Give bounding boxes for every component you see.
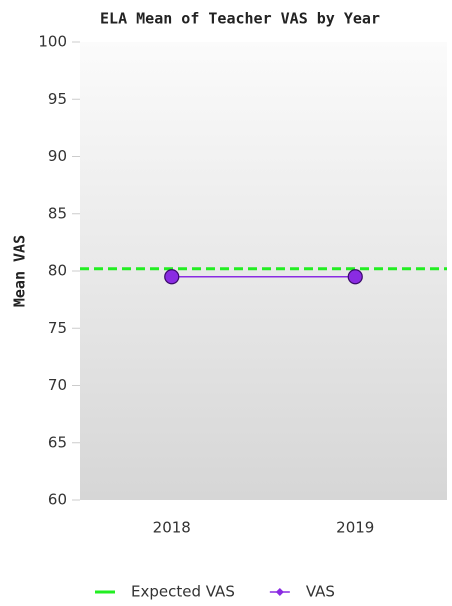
chart-title: ELA Mean of Teacher VAS by Year (100, 10, 380, 28)
plot-area (80, 42, 447, 500)
y-tick-label: 70 (48, 376, 67, 394)
y-axis-label: Mean VAS (11, 235, 29, 307)
y-tick-label: 65 (48, 433, 67, 451)
point (164, 269, 180, 285)
legend-marker (275, 588, 284, 596)
y-tick-label: 95 (48, 90, 67, 108)
point (347, 269, 363, 285)
x-tick-label: 2018 (153, 519, 191, 537)
y-tick-label: 80 (48, 262, 67, 280)
legend-label: Expected VAS (131, 583, 235, 601)
x-tick-label: 2019 (336, 519, 374, 537)
y-tick-label: 90 (48, 147, 67, 165)
y-tick-label: 85 (48, 204, 67, 222)
legend-label: VAS (306, 583, 335, 601)
y-tick-label: 100 (38, 33, 67, 51)
y-tick-label: 75 (48, 319, 67, 337)
y-tick-label: 60 (48, 491, 67, 509)
